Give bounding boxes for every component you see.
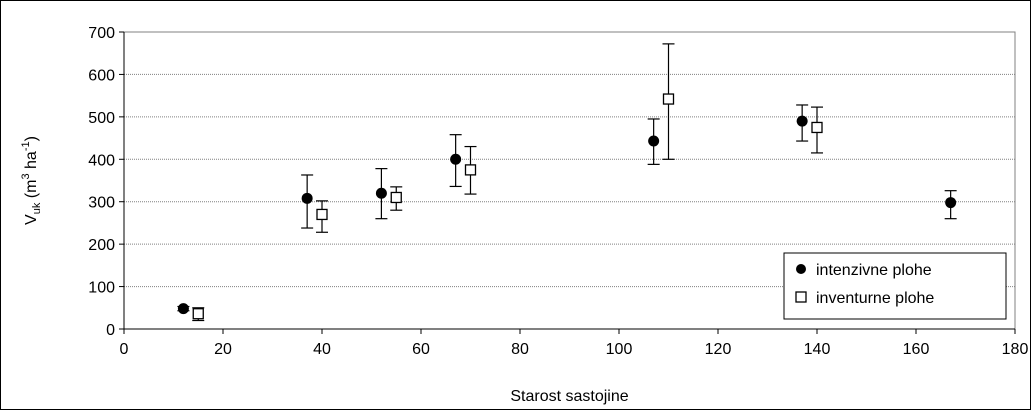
data-point	[375, 187, 387, 199]
data-point	[450, 153, 462, 165]
x-tick-label: 140	[804, 341, 831, 358]
data-point	[177, 303, 189, 315]
x-tick-label: 100	[606, 341, 633, 358]
series-intenzivne	[177, 104, 957, 315]
data-point	[662, 93, 675, 105]
y-axis-title-sup2: -1	[20, 141, 32, 151]
data-point	[945, 197, 957, 209]
data-point	[301, 192, 313, 204]
x-tick-label: 20	[214, 341, 232, 358]
series-inventurne	[192, 43, 823, 322]
y-axis-title-sup1: 3	[20, 173, 32, 179]
legend-box	[783, 252, 1007, 320]
data-point	[648, 135, 660, 147]
y-axis-title-open: (m	[23, 180, 40, 203]
data-point	[390, 191, 402, 204]
x-tick-label: 180	[1002, 341, 1029, 358]
y-tick-label: 500	[88, 110, 115, 127]
data-point	[811, 121, 823, 134]
x-tick-label: 120	[705, 341, 732, 358]
x-tick-label: 80	[511, 341, 529, 358]
y-tick-label: 700	[88, 25, 115, 42]
y-tick-label: 0	[106, 322, 115, 339]
axes: 0 100 200 300 400 500 600 700 0 20 40 60 80 100 120 140…	[88, 25, 1028, 358]
x-tick-label: 0	[120, 341, 129, 358]
series-layer	[177, 43, 957, 322]
y-tick-label: 400	[88, 152, 115, 169]
data-point	[192, 308, 204, 320]
x-tick-label: 60	[412, 341, 430, 358]
data-point	[316, 208, 328, 221]
legend-label-inventurne: inventurne plohe	[816, 290, 934, 307]
y-axis-title-close: )	[23, 136, 40, 141]
y-tick-label: 100	[88, 280, 115, 297]
data-point	[796, 115, 808, 127]
data-point	[464, 164, 477, 176]
x-axis-title: Starost sastojine	[510, 388, 628, 405]
legend-marker-inventurne	[795, 291, 807, 303]
y-axis-title-sub: uk	[31, 202, 43, 214]
legend-marker-intenzivne	[796, 264, 806, 274]
y-tick-label: 600	[88, 67, 115, 84]
legend: intenzivne plohe inventurne plohe	[783, 252, 1007, 320]
y-tick-label: 200	[88, 237, 115, 254]
y-tick-label: 300	[88, 195, 115, 212]
y-axis-title-mid: ha	[23, 151, 40, 173]
y-axis-title-base: V	[23, 214, 40, 225]
legend-label-intenzivne: intenzivne plohe	[816, 262, 932, 279]
x-tick-label: 40	[313, 341, 331, 358]
y-axis-title: Vuk (m3 ha-1)	[20, 136, 43, 225]
x-tick-label: 160	[903, 341, 930, 358]
